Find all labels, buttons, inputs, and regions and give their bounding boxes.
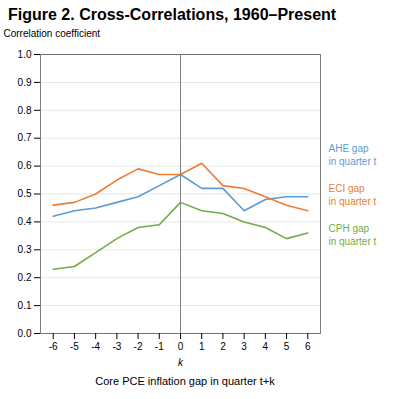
svg-text:0.4: 0.4 bbox=[18, 216, 32, 227]
svg-text:1: 1 bbox=[199, 341, 205, 352]
html-text:Figure 2. Cross-Correlations,: Figure 2. Cross-Correlations, 1960–Prese… bbox=[8, 6, 337, 23]
svg-text:-3: -3 bbox=[112, 341, 121, 352]
svg-text:0.6: 0.6 bbox=[18, 160, 32, 171]
svg-text:5: 5 bbox=[284, 341, 290, 352]
svg-text:-4: -4 bbox=[91, 341, 100, 352]
svg-text:0: 0 bbox=[178, 341, 184, 352]
svg-text:CPH gapin quarter t: CPH gapin quarter t bbox=[329, 223, 377, 247]
svg-text:1.0: 1.0 bbox=[18, 49, 32, 60]
svg-text:0.3: 0.3 bbox=[18, 244, 32, 255]
svg-text:0.5: 0.5 bbox=[18, 188, 32, 199]
svg-text:ECI gapin quarter t: ECI gapin quarter t bbox=[329, 183, 377, 207]
svg-text:2: 2 bbox=[220, 341, 226, 352]
svg-text:-5: -5 bbox=[70, 341, 79, 352]
html-text:Core PCE inflation gap in quar: Core PCE inflation gap in quarter t+k bbox=[95, 375, 275, 387]
svg-text:0.2: 0.2 bbox=[18, 272, 32, 283]
svg-text:0.9: 0.9 bbox=[18, 77, 32, 88]
svg-text:-1: -1 bbox=[155, 341, 164, 352]
svg-text:3: 3 bbox=[241, 341, 247, 352]
svg-text:4: 4 bbox=[263, 341, 269, 352]
svg-text:0.0: 0.0 bbox=[18, 328, 32, 339]
svg-text:6: 6 bbox=[305, 341, 311, 352]
svg-text:0.7: 0.7 bbox=[18, 132, 32, 143]
svg-text:0.8: 0.8 bbox=[18, 105, 32, 116]
svg-text:k: k bbox=[178, 357, 184, 368]
svg-text:-2: -2 bbox=[134, 341, 143, 352]
svg-text:-6: -6 bbox=[49, 341, 58, 352]
svg-text:0.1: 0.1 bbox=[18, 300, 32, 311]
svg-text:Correlation coefficient: Correlation coefficient bbox=[4, 28, 101, 39]
svg-text:AHE gapin quarter t: AHE gapin quarter t bbox=[329, 143, 377, 167]
